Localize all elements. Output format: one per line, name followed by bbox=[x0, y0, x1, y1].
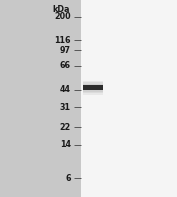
Bar bbox=[83, 82, 103, 93]
Bar bbox=[83, 85, 103, 90]
Text: kDa: kDa bbox=[52, 5, 70, 14]
Text: 44: 44 bbox=[60, 85, 71, 94]
Text: 200: 200 bbox=[54, 12, 71, 21]
Text: 22: 22 bbox=[59, 123, 71, 132]
Bar bbox=[81, 0, 177, 197]
Text: 116: 116 bbox=[54, 36, 71, 45]
Text: 66: 66 bbox=[60, 61, 71, 71]
Bar bbox=[83, 84, 103, 92]
Text: 6: 6 bbox=[65, 174, 71, 183]
Text: 97: 97 bbox=[60, 46, 71, 55]
Text: 31: 31 bbox=[60, 103, 71, 112]
Text: 14: 14 bbox=[60, 140, 71, 149]
Bar bbox=[83, 81, 103, 95]
